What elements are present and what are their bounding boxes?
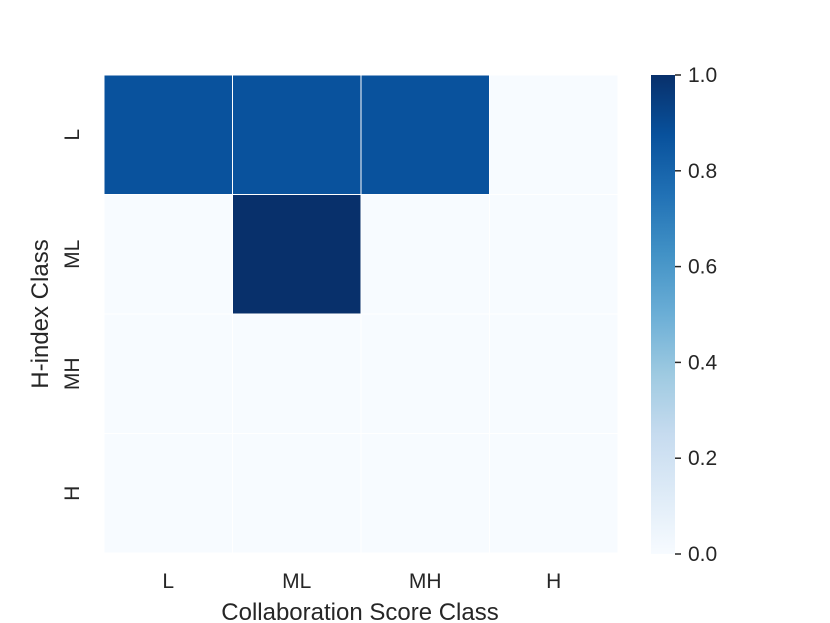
heatmap-cell (360, 74, 490, 195)
heatmap-cell (232, 194, 362, 315)
heatmap-cell (232, 74, 362, 195)
heatmap-cell (103, 194, 233, 315)
y-tick-label: L (61, 129, 84, 141)
x-tick-label: ML (282, 570, 311, 593)
heatmap-cell (103, 313, 233, 434)
x-tick-label: L (162, 570, 174, 593)
colorbar-tick-label: 0.4 (688, 351, 718, 374)
x-tick-labels: L ML MH H (162, 570, 561, 593)
colorbar (651, 75, 675, 554)
colorbar-tick-label: 1.0 (688, 64, 717, 87)
heatmap-cell (489, 74, 619, 195)
heatmap-cell (360, 433, 490, 554)
y-tick-labels: L ML MH H (61, 129, 84, 501)
heatmap-cell (489, 194, 619, 315)
x-tick-label: H (546, 570, 561, 593)
y-tick-label: ML (61, 240, 84, 269)
colorbar-tick-label: 0.8 (688, 160, 717, 183)
colorbar-ticks: 0.0 0.2 0.4 0.6 0.8 1.0 (675, 64, 718, 566)
y-tick-label: H (61, 486, 84, 501)
heatmap-cell (232, 313, 362, 434)
heatmap-cell (360, 194, 490, 315)
heatmap-cell (489, 313, 619, 434)
heatmap-cells (103, 74, 619, 554)
heatmap-cell (103, 74, 233, 195)
heatmap-cell (360, 313, 490, 434)
heatmap-cell (103, 433, 233, 554)
y-tick-label: MH (61, 357, 84, 390)
colorbar-tick-label: 0.6 (688, 256, 717, 279)
x-tick-label: MH (409, 570, 442, 593)
heatmap-cell (489, 433, 619, 554)
colorbar-tick-label: 0.2 (688, 447, 717, 470)
colorbar-tick-label: 0.0 (688, 543, 717, 566)
y-axis-title: H-index Class (27, 239, 54, 388)
heatmap-cell (232, 433, 362, 554)
x-axis-title: Collaboration Score Class (221, 599, 498, 623)
